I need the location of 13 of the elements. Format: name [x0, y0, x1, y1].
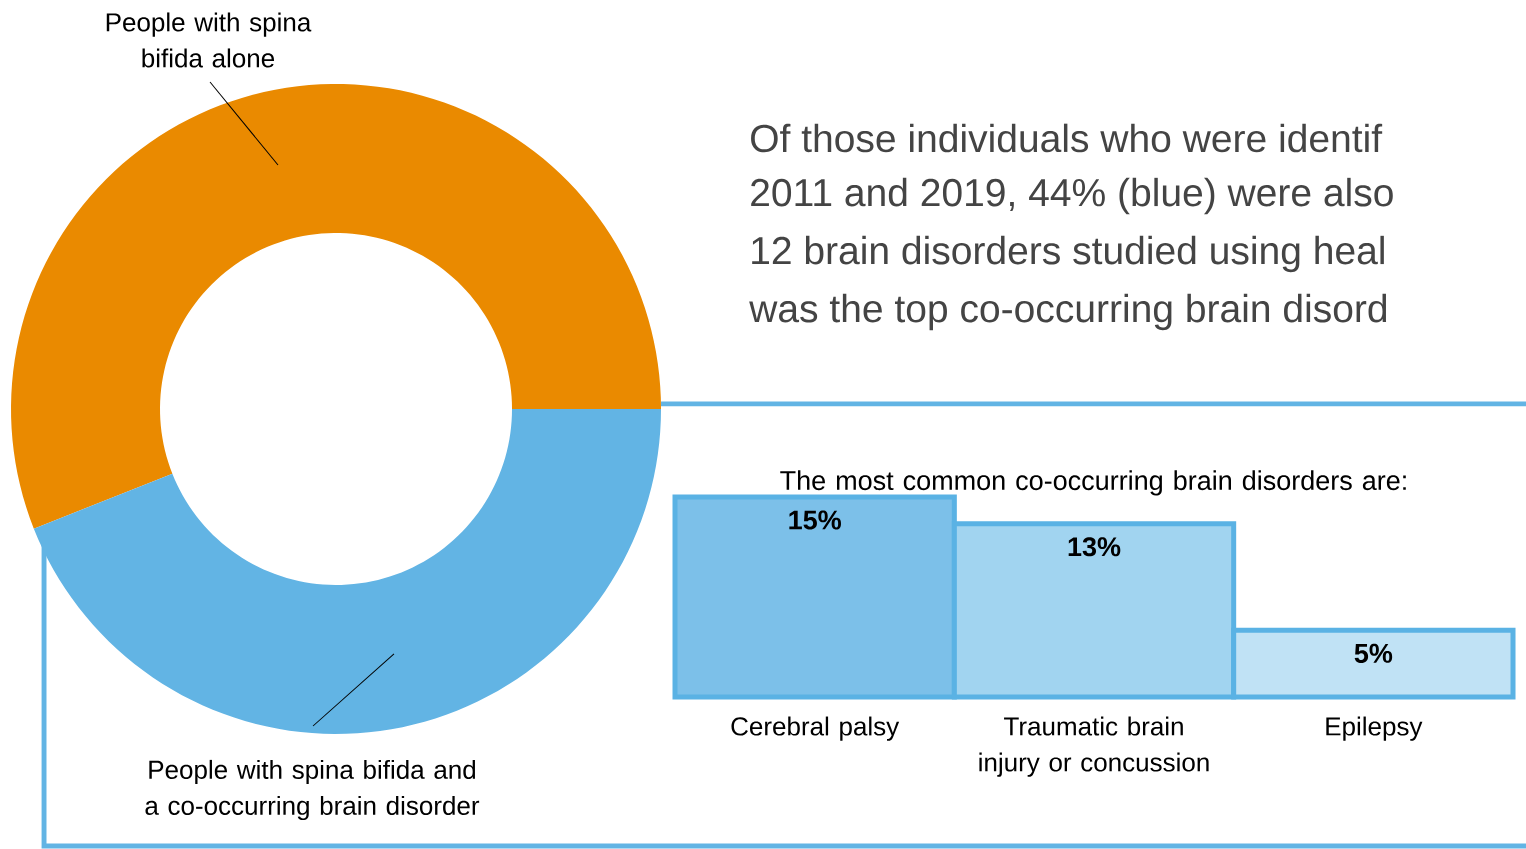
text: 2011 and 2019, 44% (blue) were also — [751, 177, 1393, 215]
x-tick-label: Cerebral palsy — [731, 716, 900, 741]
data-label: 13% — [1068, 537, 1121, 557]
text: Of those individuals who were identif — [751, 123, 1383, 153]
data-label: 5% — [1354, 643, 1393, 663]
slice-label: People with spina bifida alone — [106, 12, 312, 68]
chart-title: The most common co-occurring brain disorders are: — [780, 470, 1406, 496]
x-tick-label: Epilepsy — [1326, 716, 1423, 741]
data-label: 15% — [789, 510, 841, 530]
text: was the top co-occurring brain disord — [749, 293, 1387, 331]
slice-label: People with spina bifida and a co-occurring brain disorder — [145, 759, 480, 821]
text: 12 brain disorders studied using heal — [752, 235, 1384, 273]
x-tick-label: Traumatic brain injury or concussion — [979, 716, 1209, 777]
